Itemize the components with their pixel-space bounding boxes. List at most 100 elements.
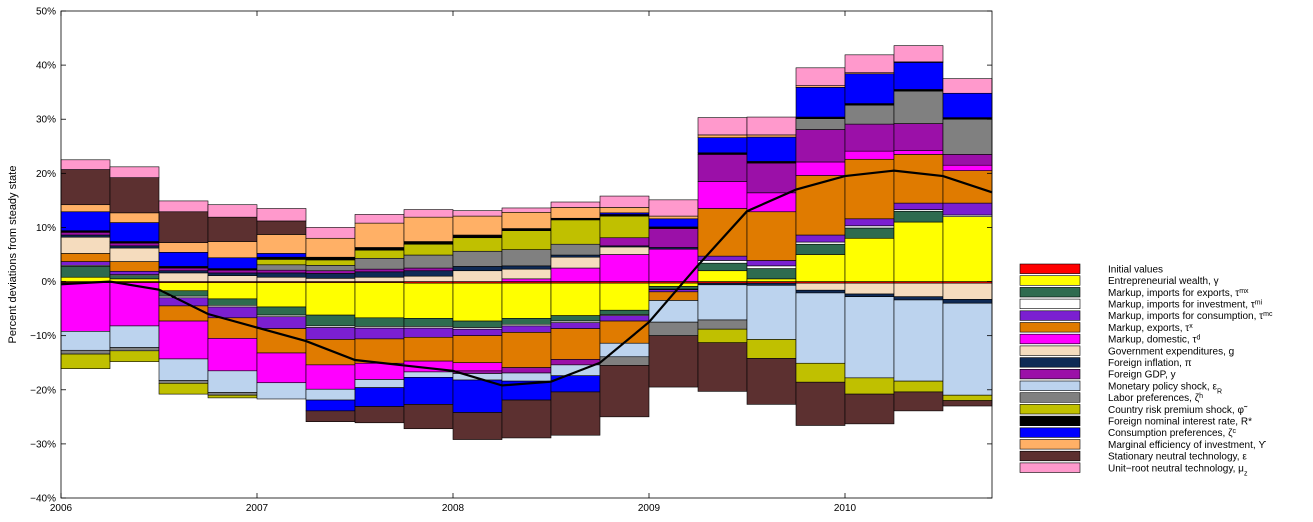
bar-segment-17-0 xyxy=(60,159,111,170)
bar-segment-16-7 xyxy=(403,404,454,430)
bar-segment-5-11 xyxy=(599,320,650,344)
bar-segment-2-9 xyxy=(501,318,552,325)
bar-segment-11-13 xyxy=(697,319,748,330)
bar-segment-4-14 xyxy=(746,260,797,267)
bar-segment-10-13 xyxy=(697,284,748,321)
bar-segment-10-2 xyxy=(158,358,209,381)
bar-segment-6-13 xyxy=(697,181,748,209)
legend-swatch-15 xyxy=(1019,439,1081,450)
bar-segment-17-9 xyxy=(501,207,552,213)
legend-label-9: Foreign GDP, y xyxy=(1108,370,1176,381)
bar-segment-9-16 xyxy=(844,123,895,152)
bar-segment-17-5 xyxy=(305,227,356,239)
bar-segment-5-1 xyxy=(109,261,160,272)
bar-segment-17-15 xyxy=(795,67,846,86)
bar-segment-6-8 xyxy=(452,362,503,372)
bar-segment-17-18 xyxy=(942,78,993,94)
bar-segment-17-7 xyxy=(403,209,454,218)
bar-segment-4-12 xyxy=(648,289,699,293)
bar-segment-7-4 xyxy=(256,276,307,282)
bar-segment-10-7 xyxy=(403,371,454,378)
bar-segment-10-6 xyxy=(354,379,405,388)
bar-segment-2-15 xyxy=(795,243,846,255)
bar-segment-17-8 xyxy=(452,210,503,217)
bar-segment-12-1 xyxy=(109,350,160,362)
bar-segment-8-9 xyxy=(501,265,552,270)
bar-segment-13-8 xyxy=(452,234,503,239)
bar-segment-17-14 xyxy=(746,116,797,136)
legend-swatch-2 xyxy=(1019,287,1081,298)
bar-segment-4-8 xyxy=(452,328,503,336)
bar-segment-8-17 xyxy=(893,296,944,301)
bar-segment-14-0 xyxy=(60,211,111,231)
legend-label-7: Government expenditures, g xyxy=(1108,346,1234,357)
bar-segment-10-14 xyxy=(746,285,797,340)
bar-segment-3-15 xyxy=(795,241,846,245)
bar-segment-2-10 xyxy=(550,315,601,322)
bar-segment-11-2 xyxy=(158,380,209,384)
x-tick-label-4: 2010 xyxy=(834,503,857,514)
bar-segment-6-9 xyxy=(501,278,552,282)
bar-segment-12-4 xyxy=(256,259,307,266)
bar-segment-12-2 xyxy=(158,382,209,395)
bar-segment-15-3 xyxy=(207,241,258,259)
bar-segment-12-7 xyxy=(403,243,454,256)
bar-segment-7-10 xyxy=(550,256,601,269)
x-tick-label-1: 2007 xyxy=(246,503,269,514)
y-tick-label-3: −10% xyxy=(30,331,56,342)
bar-segment-9-6 xyxy=(354,268,405,273)
legend-swatch-16 xyxy=(1019,450,1081,462)
bar-segment-14-6 xyxy=(354,387,405,407)
plot-frame xyxy=(60,10,993,499)
bar-segment-10-4 xyxy=(256,382,307,400)
bar-segment-11-9 xyxy=(501,249,552,267)
bar-segment-15-0 xyxy=(60,204,111,213)
bar-segment-11-12 xyxy=(648,321,699,336)
bar-segment-15-5 xyxy=(305,237,356,258)
bar-segment-2-4 xyxy=(256,306,307,316)
bar-segment-5-18 xyxy=(942,170,993,204)
bar-segment-16-14 xyxy=(746,358,797,405)
bar-segment-1-1 xyxy=(109,278,160,282)
bar-segment-2-17 xyxy=(893,210,944,223)
bar-segment-16-17 xyxy=(893,391,944,412)
bar-segment-7-15 xyxy=(795,282,846,291)
bar-segment-5-14 xyxy=(746,211,797,261)
bar-segment-1-14 xyxy=(746,278,797,282)
legend-label-1: Entrepreneurial wealth, γ xyxy=(1108,276,1219,287)
bar-segment-4-16 xyxy=(844,218,895,227)
bar-segment-8-18 xyxy=(942,299,993,304)
legend-swatch-4 xyxy=(1019,310,1081,321)
bar-segment-1-7 xyxy=(403,282,454,319)
bar-segment-5-8 xyxy=(452,335,503,364)
bar-segment-1-4 xyxy=(256,282,307,308)
bar-segment-15-6 xyxy=(354,222,405,248)
bar-segment-6-15 xyxy=(795,161,846,176)
bar-segment-15-14 xyxy=(746,134,797,138)
bar-segment-16-10 xyxy=(550,391,601,436)
bar-segment-7-16 xyxy=(844,282,895,295)
bar-segment-5-4 xyxy=(256,328,307,354)
x-tick-label-3: 2009 xyxy=(638,503,661,514)
bar-segment-8-16 xyxy=(844,293,895,298)
bar-segment-17-17 xyxy=(893,45,944,63)
bar-segment-15-8 xyxy=(452,215,503,236)
bar-segment-1-2 xyxy=(158,282,209,292)
bar-segment-9-4 xyxy=(256,269,307,274)
bar-segment-9-11 xyxy=(599,237,650,247)
bar-segment-5-10 xyxy=(550,328,601,360)
bar-segment-2-11 xyxy=(599,309,650,315)
bar-segment-12-18 xyxy=(942,394,993,401)
bar-segment-11-6 xyxy=(354,257,405,270)
bar-segment-12-9 xyxy=(501,230,552,250)
legend-label-15: Marginal efficiency of investment, ϒ xyxy=(1108,440,1266,451)
bar-segment-9-7 xyxy=(403,267,454,272)
legend-swatch-7 xyxy=(1019,345,1081,356)
bar-segment-12-6 xyxy=(354,249,405,259)
bar-segment-9-3 xyxy=(207,269,258,274)
bar-segment-10-11 xyxy=(599,342,650,358)
bar-segment-13-6 xyxy=(354,247,405,251)
bar-segment-2-12 xyxy=(648,286,699,290)
y-tick-label-6: 20% xyxy=(36,169,56,180)
bar-segment-17-2 xyxy=(158,200,209,213)
